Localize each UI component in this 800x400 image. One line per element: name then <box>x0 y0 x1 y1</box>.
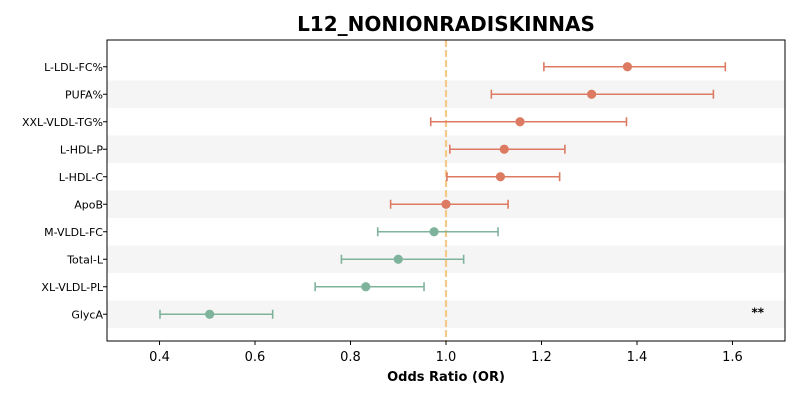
or-point <box>205 309 215 319</box>
y-tick-label: XXL-VLDL-TG% <box>22 116 103 129</box>
row-m-vldl-fc: M-VLDL-FC <box>44 226 499 239</box>
row-xl-vldl-pl: XL-VLDL-PL <box>41 281 425 294</box>
y-tick-label: L-HDL-C <box>59 171 104 184</box>
row-band <box>107 135 785 163</box>
x-tick-label: 0.4 <box>149 350 170 365</box>
x-tick-label: 0.6 <box>245 350 266 365</box>
or-point <box>622 62 633 72</box>
x-tick-label: 1.0 <box>436 350 457 365</box>
row-xxl-vldl-tg: XXL-VLDL-TG% <box>22 116 628 129</box>
x-tick-label: 1.4 <box>627 350 648 365</box>
or-point <box>495 172 506 182</box>
y-tick-label: L-LDL-FC% <box>44 61 103 74</box>
x-tick-label: 1.2 <box>531 350 552 365</box>
x-axis-ticks: 0.4 0.6 0.8 1.0 1.2 1.4 1.6 <box>149 341 743 365</box>
or-point <box>361 282 371 292</box>
significance-marker: ** <box>751 305 764 319</box>
chart-title: L12_NONIONRADISKINNAS <box>297 12 595 36</box>
x-tick-label: 0.8 <box>340 350 361 365</box>
y-tick-label: Total-L <box>66 253 104 266</box>
or-point <box>587 89 597 99</box>
y-tick-label: GlycA <box>71 308 103 321</box>
row-l-ldl-fc: L-LDL-FC% <box>44 61 727 74</box>
y-tick-label: M-VLDL-FC <box>44 226 103 239</box>
row-glyca: GlycA ** <box>71 305 764 321</box>
x-tick-label: 1.6 <box>722 350 743 365</box>
row-apob: ApoB <box>74 198 509 211</box>
or-point <box>393 254 403 264</box>
row-total-l: Total-L <box>66 253 465 266</box>
or-point <box>515 117 525 127</box>
or-point <box>429 227 439 237</box>
row-l-hdl-c: L-HDL-C <box>59 171 561 184</box>
y-tick-label: L-HDL-P <box>60 143 104 156</box>
or-point <box>499 144 509 154</box>
x-axis-label: Odds Ratio (OR) <box>387 370 505 385</box>
data-rows: L-LDL-FC% PUFA% XXL-VLDL-TG% L-HDL-P L-HDL-C… <box>22 61 765 322</box>
or-point <box>441 199 451 209</box>
row-l-hdl-p: L-HDL-P <box>60 143 566 156</box>
y-tick-label: ApoB <box>74 198 103 211</box>
y-tick-label: PUFA% <box>65 88 103 101</box>
row-pufa: PUFA% <box>65 88 715 101</box>
y-tick-label: XL-VLDL-PL <box>41 281 103 294</box>
